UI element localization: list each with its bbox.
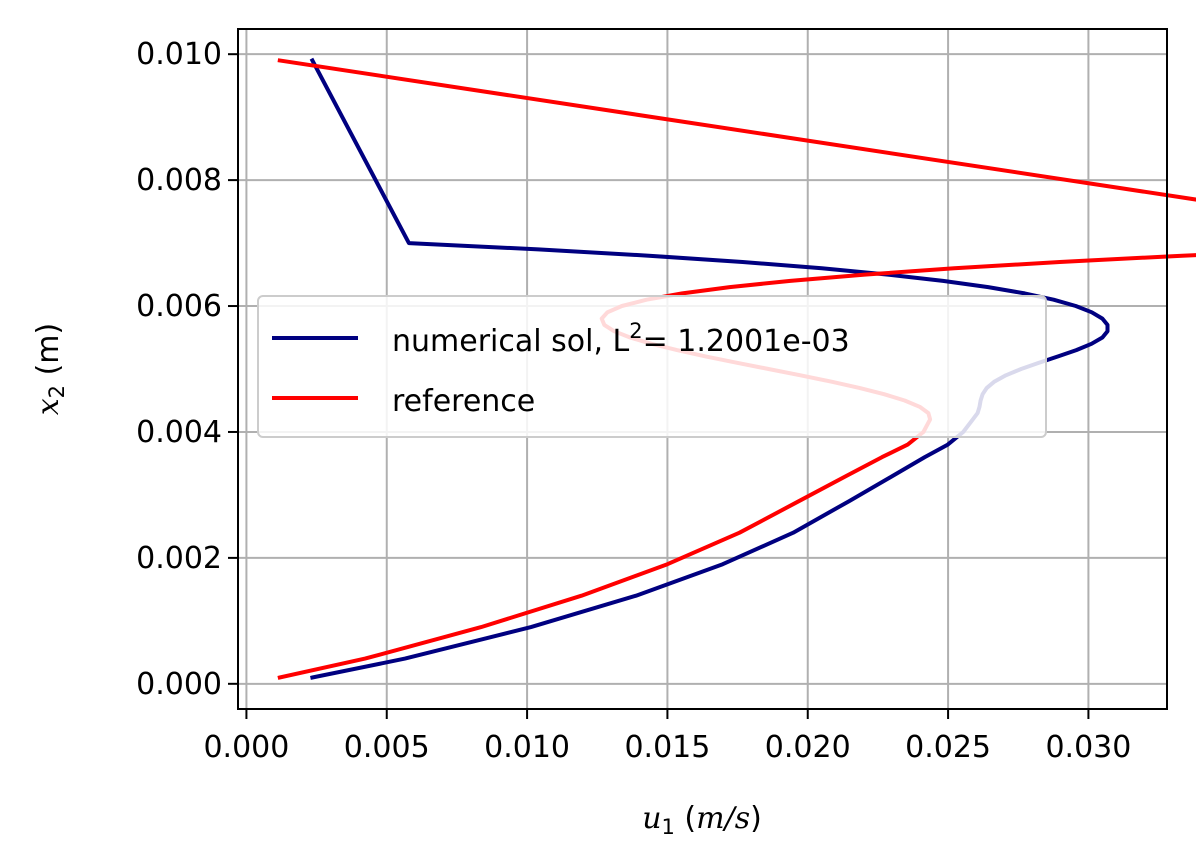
x-tick-label: 0.015 [624,730,710,765]
legend-frame [257,295,1047,438]
x-tick-label: 0.000 [203,730,289,765]
ticks: 0.000 0.005 0.010 0.015 0.020 0.025 0.030 0.000… [136,37,1131,765]
y-axis-label: x2 (m) [31,323,69,416]
y-tick-label: 0.002 [136,541,222,576]
y-tick-label: 0.006 [136,289,222,324]
x-tick-label: 0.025 [905,730,991,765]
y-tick-label: 0.000 [136,667,222,702]
y-tick-label: 0.008 [136,163,222,198]
x-tick-label: 0.030 [1045,730,1131,765]
plot-frame [237,28,1168,710]
y-tick-label: 0.010 [136,37,222,72]
x-tick-label: 0.020 [765,730,851,765]
x-tick-label: 0.010 [484,730,570,765]
x-axis-label: u1 (m/s) [642,801,762,839]
legend-label-reference: reference [392,384,535,419]
x-tick-label: 0.005 [344,730,430,765]
legend-label-numerical: numerical sol, L2= 1.2001e-03 [392,319,850,359]
legend: numerical sol, L2= 1.2001e-03 reference [257,295,1047,438]
y-tick-label: 0.004 [136,415,222,450]
